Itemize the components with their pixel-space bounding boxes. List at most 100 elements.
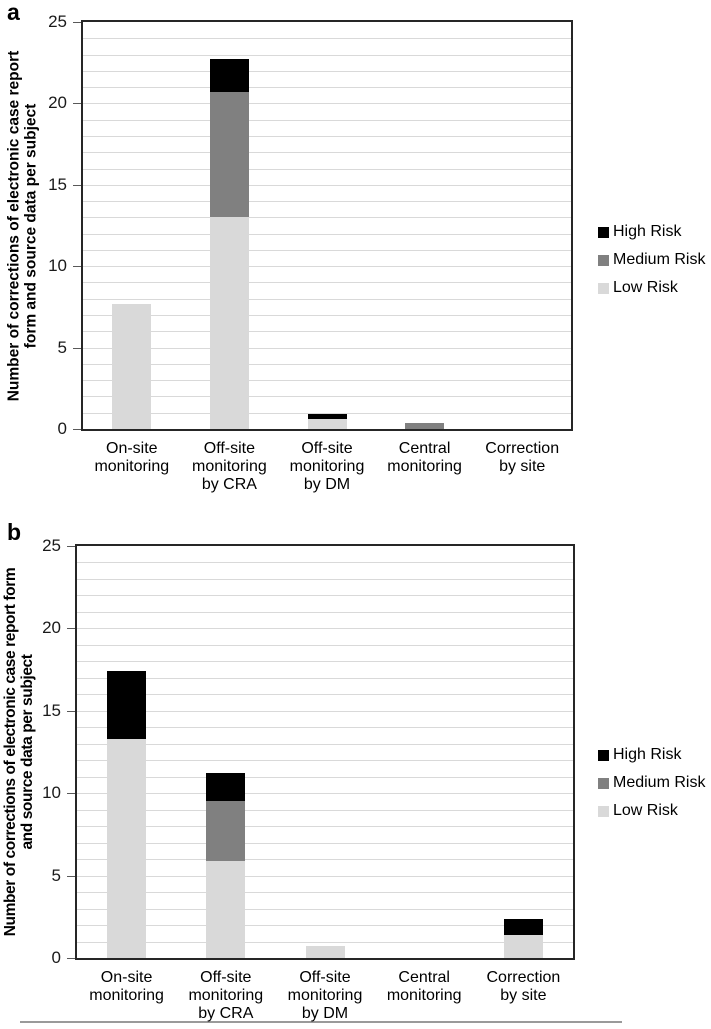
gridline <box>77 661 573 663</box>
gridline <box>77 826 573 828</box>
y-tick-label: 20 <box>42 618 61 638</box>
gridline <box>77 743 573 745</box>
legend-swatch <box>598 749 609 761</box>
bar-segment <box>503 919 543 935</box>
bar-stack <box>405 422 445 429</box>
bar-stack <box>209 59 249 429</box>
gridline <box>77 611 573 613</box>
gridline <box>83 233 571 235</box>
gridline <box>83 70 571 72</box>
bar-segment <box>206 801 246 861</box>
x-category-label: Correction by site <box>485 440 560 475</box>
gridline <box>77 644 573 646</box>
gridline <box>83 135 571 137</box>
legend-a: High Risk Medium Risk Low Risk <box>598 223 705 307</box>
gridline <box>77 776 573 778</box>
gridline <box>83 103 571 105</box>
y-axis-title-line: Number of corrections of electronic case… <box>2 567 19 937</box>
gridline <box>77 710 573 712</box>
x-category-label: On-site monitoring <box>89 969 164 1004</box>
panel-label-a: a <box>7 0 20 25</box>
y-axis-title-b: Number of corrections of electronic case… <box>2 544 36 960</box>
bar-segment <box>206 773 246 802</box>
gridline <box>77 793 573 795</box>
bar-stack <box>503 919 543 958</box>
gridline <box>77 694 573 696</box>
gridline <box>77 727 573 729</box>
y-tick-mark <box>73 266 81 268</box>
gridline <box>83 54 571 56</box>
gridline <box>83 266 571 268</box>
bar-segment <box>503 934 543 958</box>
gridline <box>83 315 571 317</box>
gridline <box>83 119 571 121</box>
y-tick-mark <box>67 958 75 959</box>
plot-area-b <box>75 544 575 960</box>
y-tick-label: 20 <box>48 93 67 113</box>
x-category-label: Correction by site <box>486 969 561 1004</box>
y-tick-mark <box>67 628 75 630</box>
bar-segment <box>209 92 249 218</box>
y-tick-mark <box>67 710 75 712</box>
legend-swatch <box>598 226 609 238</box>
gridline <box>83 249 571 251</box>
bar-segment <box>112 303 152 429</box>
bar-stack <box>305 945 345 958</box>
y-tick-mark <box>67 546 75 547</box>
gridline <box>83 184 571 186</box>
bar-segment <box>209 217 249 429</box>
bar-segment <box>305 945 345 958</box>
gridline <box>83 298 571 300</box>
legend-item: High Risk <box>598 746 705 764</box>
y-tick-label: 25 <box>42 536 61 555</box>
legend-label: High Risk <box>613 223 682 240</box>
gridline <box>83 217 571 219</box>
bar-segment <box>206 860 246 958</box>
legend-item: High Risk <box>598 223 705 241</box>
y-axis-title-line: Number of corrections of electronic case… <box>5 50 23 402</box>
legend-label: High Risk <box>613 746 682 763</box>
gridline <box>77 809 573 811</box>
y-tick-label: 15 <box>48 174 67 194</box>
bottom-crop-line <box>20 1021 622 1023</box>
x-category-label: Off-site monitoring by DM <box>287 969 363 1022</box>
x-category-label: Central monitoring <box>387 440 462 475</box>
gridline <box>77 941 573 943</box>
legend-label: Medium Risk <box>613 774 706 791</box>
legend-label: Low Risk <box>613 279 678 296</box>
gridline <box>77 677 573 679</box>
bar-segment <box>107 671 147 739</box>
legend-swatch <box>598 777 609 789</box>
y-tick-label: 5 <box>51 865 61 885</box>
gridline <box>83 412 571 414</box>
gridline <box>77 842 573 844</box>
gridline <box>83 87 571 89</box>
legend-swatch <box>598 805 609 817</box>
y-axis-title-line: and source data per subject <box>19 654 36 850</box>
bar-segment <box>307 414 347 420</box>
x-category-label: Central monitoring <box>386 969 462 1004</box>
gridline <box>83 331 571 333</box>
y-axis-title-line: form and source data per subject <box>22 103 40 349</box>
gridline <box>83 347 571 349</box>
y-tick-label: 0 <box>51 948 61 967</box>
x-category-label: On-site monitoring <box>94 440 170 475</box>
gridline <box>83 168 571 170</box>
gridline <box>83 282 571 284</box>
bar-stack <box>307 414 347 429</box>
legend-swatch <box>598 254 609 266</box>
bar-stack <box>206 773 246 958</box>
gridline <box>83 152 571 154</box>
y-tick-label: 5 <box>57 337 67 357</box>
bar-stack <box>112 303 152 429</box>
legend-item: Medium Risk <box>598 774 705 792</box>
y-tick-mark <box>73 347 81 349</box>
y-tick-label: 15 <box>42 700 61 720</box>
x-category-label: Off-site monitoring by CRA <box>192 440 267 493</box>
legend-item: Medium Risk <box>598 251 705 269</box>
y-tick-mark <box>67 875 75 877</box>
gridline <box>77 908 573 910</box>
x-category-label: Off-site monitoring by DM <box>289 440 365 493</box>
legend-item: Low Risk <box>598 279 705 297</box>
